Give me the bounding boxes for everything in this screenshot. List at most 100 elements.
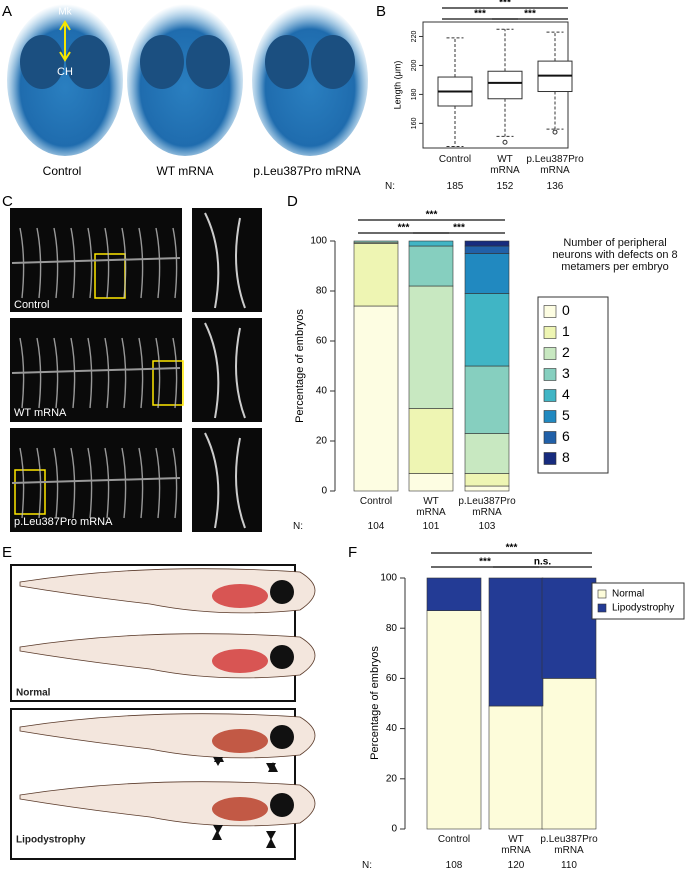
panel-c-images: Control WT mRNA p.Leu387Pro mRNA	[10, 208, 262, 532]
n-count: 185	[446, 181, 464, 192]
neuron	[36, 447, 42, 519]
bar-segment	[408, 285, 454, 409]
legend-swatch	[543, 305, 557, 318]
neuron-crop	[204, 322, 246, 419]
outlier	[502, 139, 508, 145]
image-caption: Control	[14, 299, 49, 311]
notochord	[11, 477, 181, 484]
panel-a-images: Mk CH Control WT mRNA p.Leu387Pro mRNA	[7, 4, 368, 178]
legend-swatch	[597, 603, 607, 613]
panel-letter: F	[348, 544, 357, 561]
panel-e-images: Normal Lipodystrophy	[10, 564, 316, 860]
bar-segment	[464, 433, 510, 474]
n-count: 104	[367, 521, 385, 532]
notochord	[11, 367, 181, 374]
bar-segment	[353, 243, 399, 307]
image-caption: Lipodystrophy	[16, 835, 86, 846]
legend-swatch	[597, 589, 607, 599]
legend-label: 4	[562, 386, 570, 402]
legend-title: Number of peripheral neurons with defect…	[552, 237, 678, 273]
landmark-label: CH	[57, 66, 73, 78]
y-tick-label: 0	[321, 486, 327, 497]
legend-label: 1	[562, 323, 570, 339]
y-axis-label: Length (μm)	[392, 61, 402, 110]
y-tick-label: 80	[316, 286, 328, 297]
bar-segment	[408, 408, 454, 474]
y-tick-label: 40	[316, 386, 328, 397]
n-count: 108	[445, 860, 463, 871]
image-caption: p.Leu387Pro mRNA	[14, 516, 113, 528]
fish-organ	[212, 729, 268, 753]
x-tick-label: WT mRNA	[501, 834, 531, 856]
neuron	[155, 227, 161, 299]
panel-letter: D	[287, 193, 298, 210]
bar-segment	[408, 473, 454, 492]
bar-segment	[464, 293, 510, 367]
n-count: 120	[507, 860, 525, 871]
n-count: 136	[546, 181, 564, 192]
significance-label: ***	[398, 223, 410, 234]
significance-label: ***	[524, 9, 536, 20]
image-caption: WT mRNA	[14, 407, 67, 419]
fish-organ	[212, 649, 268, 673]
neuron	[155, 447, 161, 519]
image-caption: Control	[43, 164, 82, 178]
legend-swatch	[543, 389, 557, 402]
neuron	[138, 447, 144, 519]
neuron	[138, 337, 144, 409]
neuron	[53, 447, 59, 519]
arrowhead	[213, 825, 276, 840]
significance-label: ***	[474, 9, 486, 20]
n-count: 152	[496, 181, 514, 192]
fish-organ	[212, 797, 268, 821]
bar-segment	[464, 245, 510, 254]
neuron-crop	[204, 212, 246, 309]
bar-segment	[488, 705, 544, 830]
whisker-high	[546, 31, 564, 62]
bar-segment	[353, 240, 399, 243]
y-tick-label: 60	[316, 336, 328, 347]
bar-segment	[408, 240, 454, 247]
bar-segment	[353, 305, 399, 492]
y-tick-label: 220	[411, 31, 418, 43]
neuron	[19, 227, 25, 299]
neuron	[19, 337, 25, 409]
outlier	[552, 129, 558, 135]
legend-swatch	[543, 347, 557, 360]
y-axis-label: Percentage of embryos	[369, 646, 381, 760]
panel-letter: B	[376, 3, 386, 20]
x-tick-label: Control	[438, 154, 472, 165]
notochord	[11, 257, 181, 264]
neuron	[19, 447, 25, 519]
neuron-crop	[204, 432, 246, 529]
x-tick-label: p.Leu387Pro mRNA	[540, 834, 598, 856]
x-tick-label: p.Leu387Pro mRNA	[526, 154, 584, 176]
bar-segment	[541, 577, 597, 679]
bar-segment	[488, 577, 544, 707]
legend-label: 6	[562, 428, 570, 444]
bar-segment	[408, 245, 454, 287]
panel-letter: C	[2, 193, 13, 210]
x-tick-label: Control	[437, 834, 471, 845]
image-caption: p.Leu387Pro mRNA	[253, 164, 360, 178]
y-tick-label: 20	[316, 436, 328, 447]
x-tick-label: WT mRNA	[490, 154, 520, 176]
whisker-high	[446, 37, 464, 78]
legend-box	[591, 582, 685, 620]
n-label: N:	[385, 181, 395, 192]
significance-label: ***	[479, 557, 491, 568]
neuron	[53, 227, 59, 299]
legend-label: 2	[562, 344, 570, 360]
legend-swatch	[543, 452, 557, 465]
whisker-low	[446, 106, 464, 148]
neuron	[155, 337, 161, 409]
y-tick-label: 0	[391, 824, 397, 835]
y-tick-label: 100	[380, 573, 397, 584]
y-tick-label: 200	[411, 60, 418, 72]
neuron	[36, 337, 42, 409]
bar-segment	[464, 240, 510, 247]
whisker-low	[496, 98, 514, 137]
legend-box	[537, 296, 609, 474]
neuron	[138, 227, 144, 299]
